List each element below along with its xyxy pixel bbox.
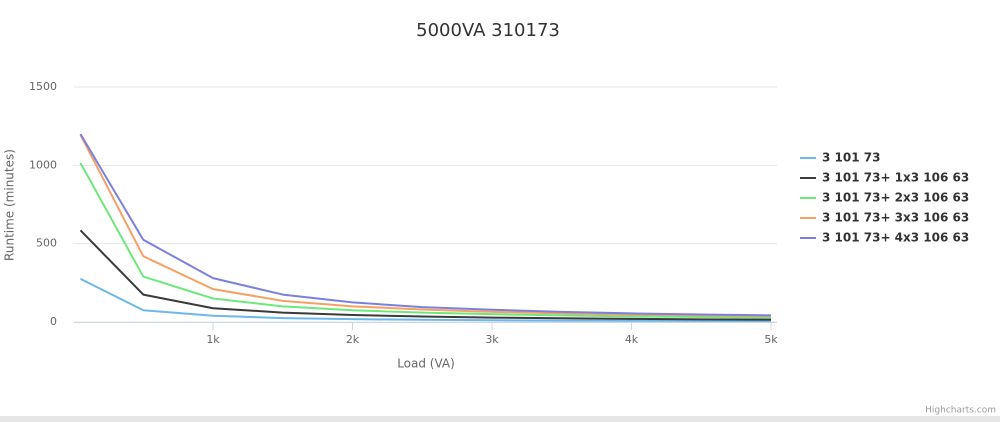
series-line — [79, 229, 772, 321]
series-line — [79, 162, 772, 319]
y-tick-label: 1500 — [29, 80, 57, 93]
credits[interactable]: Highcharts.com — [925, 406, 996, 416]
x-axis-title: Load (VA) — [397, 357, 455, 371]
series-line — [79, 134, 772, 318]
x-tick-label: 1k — [206, 333, 220, 346]
legend-label[interactable]: 3 101 73 — [822, 151, 880, 165]
series-line — [80, 278, 772, 323]
y-axis-title: Runtime (minutes) — [3, 149, 17, 261]
chart-title: 5000VA 310173 — [416, 20, 560, 41]
x-tick-label: 3k — [485, 333, 499, 346]
legend-label[interactable]: 3 101 73+ 4x3 106 63 — [822, 231, 969, 245]
y-tick-label: 0 — [50, 315, 57, 328]
legend-label[interactable]: 3 101 73+ 1x3 106 63 — [822, 171, 969, 185]
series-line — [79, 133, 772, 317]
x-tick-label: 5k — [764, 333, 778, 346]
legend-label[interactable]: 3 101 73+ 2x3 106 63 — [822, 191, 969, 205]
bottom-bar — [0, 416, 1000, 422]
y-tick-label: 1000 — [29, 158, 57, 171]
x-tick-label: 4k — [625, 333, 639, 346]
legend-label[interactable]: 3 101 73+ 3x3 106 63 — [822, 211, 969, 225]
y-tick-label: 500 — [36, 237, 57, 250]
x-tick-label: 2k — [346, 333, 360, 346]
